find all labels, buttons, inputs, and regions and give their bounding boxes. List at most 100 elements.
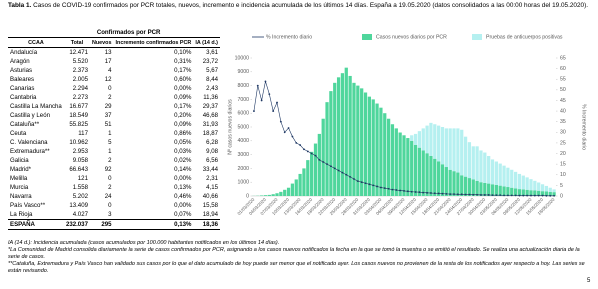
table-cell: 0,14% bbox=[174, 165, 192, 173]
y2-tick-label: 60 bbox=[560, 66, 566, 72]
bar bbox=[321, 118, 325, 196]
line-marker bbox=[430, 192, 432, 194]
bar bbox=[502, 186, 506, 196]
line-marker bbox=[360, 181, 363, 184]
bar bbox=[456, 172, 460, 196]
bar bbox=[263, 195, 268, 196]
table-cell: 295 bbox=[89, 219, 114, 230]
table-cell: 92 bbox=[104, 165, 112, 173]
total-row: ESPAÑA 232.037 295 0,13% 18,36 bbox=[8, 219, 220, 230]
table-cell: 40,66 bbox=[202, 192, 218, 200]
bar bbox=[437, 125, 441, 162]
table-cell: 0,46% bbox=[174, 192, 192, 200]
line-marker bbox=[380, 186, 382, 189]
line-marker bbox=[526, 194, 529, 197]
y2-tick-label: 25 bbox=[560, 140, 566, 146]
bar bbox=[448, 128, 452, 170]
bar bbox=[433, 158, 437, 196]
bar bbox=[498, 185, 502, 196]
bar bbox=[479, 182, 483, 196]
table-cell: 5.520 bbox=[72, 57, 88, 65]
table-cell: 117 bbox=[78, 129, 88, 137]
line-marker bbox=[422, 191, 425, 194]
y2-tick-label: 40 bbox=[560, 108, 566, 114]
bar bbox=[498, 163, 502, 186]
line-marker bbox=[256, 84, 259, 87]
line-marker bbox=[399, 189, 402, 192]
bar bbox=[529, 179, 533, 191]
table-cell: 0,03% bbox=[174, 147, 192, 155]
table-cell: 0,00% bbox=[174, 174, 192, 182]
bar bbox=[510, 187, 514, 196]
bar bbox=[517, 189, 522, 196]
table-cell: 121 bbox=[77, 174, 88, 182]
bar bbox=[544, 185, 549, 192]
bar bbox=[548, 187, 552, 192]
bar bbox=[390, 124, 395, 196]
bar bbox=[402, 135, 406, 196]
bar bbox=[417, 147, 422, 196]
table-cell: 2.373 bbox=[72, 66, 88, 74]
table-cell: 10.962 bbox=[69, 138, 88, 146]
bar bbox=[386, 118, 391, 196]
bar bbox=[506, 167, 510, 188]
bar bbox=[460, 129, 464, 176]
line-marker bbox=[506, 194, 509, 197]
bar bbox=[479, 150, 483, 183]
column-header: Total bbox=[63, 37, 90, 48]
line-marker bbox=[333, 167, 336, 170]
table-cell: 13 bbox=[104, 48, 112, 56]
table-cell: 33,44 bbox=[202, 165, 218, 173]
bar bbox=[290, 183, 295, 196]
table-cell: 12.471 bbox=[69, 48, 88, 56]
table-cell: Baleares bbox=[10, 75, 35, 83]
bar bbox=[452, 128, 456, 172]
table-cell: 18,87 bbox=[202, 129, 218, 137]
bar bbox=[525, 189, 529, 196]
table-cell: 31,93 bbox=[202, 120, 218, 128]
line-marker bbox=[376, 185, 378, 188]
bar bbox=[348, 75, 352, 196]
table-cell: 0,07% bbox=[174, 210, 192, 218]
table-cell: Aragón bbox=[10, 57, 30, 65]
bar bbox=[475, 180, 479, 196]
line-marker bbox=[283, 131, 286, 134]
table-cell: 4.027 bbox=[72, 210, 88, 218]
column-header: Incremento confirmados PCR bbox=[113, 37, 194, 48]
table-cell: 2 bbox=[108, 93, 112, 101]
bar bbox=[267, 194, 271, 196]
table-cell: 2.005 bbox=[72, 75, 88, 83]
bar bbox=[410, 140, 414, 196]
data-table: Confirmados por PCR CCAA Total Nuevos Incre… bbox=[8, 28, 220, 230]
title-label: Tabla 1. bbox=[8, 2, 32, 9]
bar bbox=[471, 179, 475, 196]
bar bbox=[502, 165, 506, 187]
bar bbox=[271, 194, 275, 196]
table-cell: 24 bbox=[104, 192, 112, 200]
bar bbox=[448, 169, 452, 196]
y-tick-label: 1000 bbox=[237, 180, 249, 186]
line-marker bbox=[483, 194, 486, 196]
bar bbox=[537, 182, 541, 191]
line-marker bbox=[456, 193, 459, 196]
table-cell: 0,02% bbox=[174, 156, 192, 164]
line-marker bbox=[476, 193, 479, 196]
line-marker bbox=[310, 152, 313, 155]
bar bbox=[510, 169, 514, 188]
empty bbox=[8, 28, 64, 38]
bar bbox=[421, 150, 425, 196]
bar bbox=[463, 136, 468, 177]
y-tick-label: 4000 bbox=[237, 138, 249, 144]
y-tick-label: 8000 bbox=[237, 83, 249, 89]
bar bbox=[371, 99, 375, 196]
table-row: Canarias 2.294 0 0,00% 2,43 bbox=[8, 84, 220, 93]
table-row: C. Valenciana 10.962 5 0,05% 6,28 bbox=[8, 138, 220, 147]
line-marker bbox=[449, 193, 452, 195]
bar bbox=[533, 180, 537, 191]
table-cell: 0,60% bbox=[174, 75, 192, 83]
table-row: Andalucía 12.471 13 0,10% 3,61 bbox=[8, 48, 220, 58]
legend-swatch bbox=[362, 34, 372, 40]
footnotes: IA (14 d.): Incidencia acumulada (casos … bbox=[8, 240, 590, 275]
bar bbox=[413, 133, 418, 145]
bar bbox=[487, 183, 491, 196]
